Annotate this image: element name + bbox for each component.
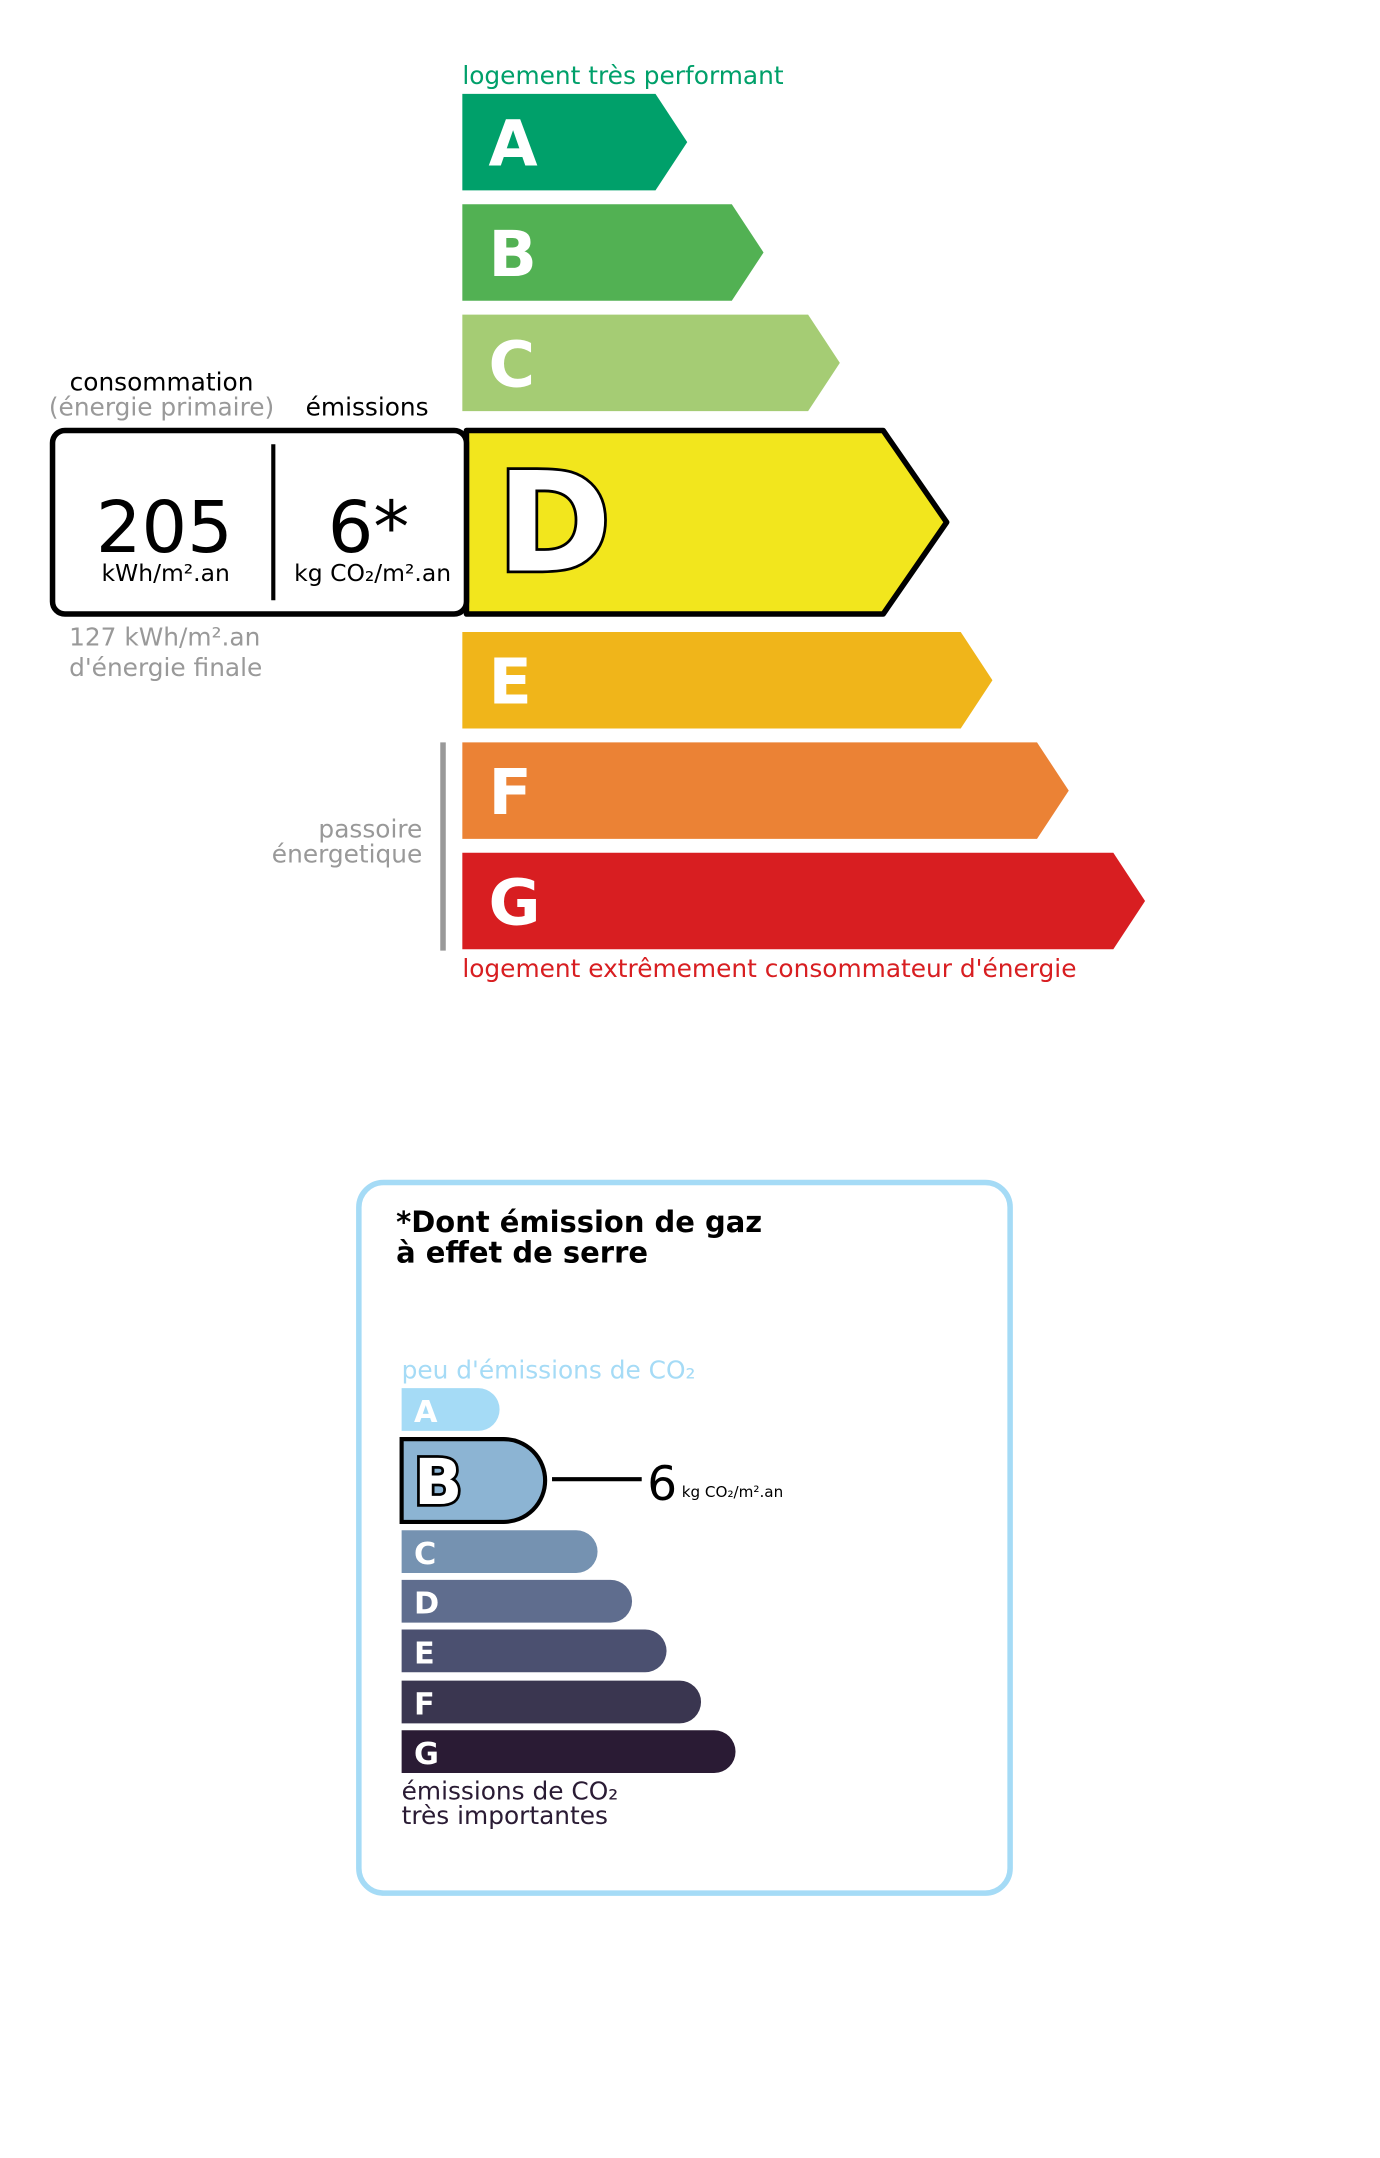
ges-bar <box>401 1629 667 1673</box>
ges-class-g: G <box>401 1730 736 1774</box>
ges-bottom-label-2: très importantes <box>402 1801 608 1830</box>
energy-bar <box>462 314 840 412</box>
energy-letter: D <box>497 443 612 604</box>
ges-value: 6 <box>647 1457 677 1512</box>
value-box <box>49 427 470 617</box>
ges-letter: G <box>414 1737 439 1772</box>
final-energy-label: d'énergie finale <box>69 653 262 682</box>
energy-letter: B <box>489 217 537 291</box>
ges-unit: kg CO₂/m².an <box>682 1483 783 1501</box>
ges-letter: E <box>414 1636 435 1671</box>
energy-bar <box>462 742 1069 839</box>
energy-class-f: F <box>462 742 1069 839</box>
ges-class-a: A <box>401 1388 500 1431</box>
energy-bar <box>462 852 1146 950</box>
ges-class-c: C <box>401 1530 598 1573</box>
ges-bar <box>401 1680 702 1724</box>
ges-letter: A <box>414 1395 438 1430</box>
emissions-value: 6* <box>328 485 410 569</box>
ges-panel <box>356 1179 1013 1896</box>
ges-bar <box>401 1730 736 1774</box>
energy-class-g: G <box>462 852 1146 950</box>
top-label: logement très performant <box>462 61 784 90</box>
ges-title-2: à effet de serre <box>396 1236 648 1270</box>
ges-letter: D <box>414 1587 439 1622</box>
energy-class-e: E <box>462 631 993 729</box>
energy-bar <box>462 93 688 191</box>
energy-letter: G <box>489 865 541 939</box>
final-energy-value: 127 kWh/m².an <box>69 623 260 652</box>
emissions-unit: kg CO₂/m².an <box>294 559 451 587</box>
passoire-label-1: passoire <box>318 815 422 844</box>
ges-bar <box>401 1530 598 1573</box>
passoire-label-2: énergetique <box>272 839 423 868</box>
ges-bottom-label-1: émissions de CO₂ <box>402 1776 619 1805</box>
ges-class-b: B <box>399 1437 548 1524</box>
consumption-title: consommation <box>70 367 254 396</box>
ges-class-f: F <box>401 1680 702 1724</box>
energy-letter: C <box>489 327 536 401</box>
consumption-subtitle: (énergie primaire) <box>49 392 274 421</box>
energy-class-b: B <box>462 204 764 301</box>
energy-class-c: C <box>462 314 840 412</box>
emissions-title: émissions <box>306 392 429 421</box>
ges-letter: B <box>414 1445 462 1519</box>
energy-letter: F <box>489 755 532 829</box>
energy-bar <box>462 204 764 301</box>
energy-class-a: A <box>462 93 688 191</box>
ges-bar <box>399 1437 548 1524</box>
consumption-unit: kWh/m².an <box>101 559 229 587</box>
ges-bar <box>401 1579 633 1623</box>
energy-letter: E <box>489 645 532 719</box>
consumption-value: 205 <box>96 485 233 569</box>
ges-class-d: D <box>401 1579 633 1623</box>
energy-class-d: D <box>463 427 950 617</box>
ges-letter: F <box>414 1687 435 1722</box>
ges-title-1: *Dont émission de gaz <box>396 1205 762 1239</box>
ges-bar <box>401 1388 500 1431</box>
ges-class-e: E <box>401 1629 667 1673</box>
bottom-label: logement extrêmement consommateur d'éner… <box>462 954 1076 983</box>
ges-top-label: peu d'émissions de CO₂ <box>402 1355 696 1384</box>
ges-letter: C <box>414 1537 436 1572</box>
energy-letter: A <box>489 107 538 181</box>
energy-bar <box>462 631 993 729</box>
